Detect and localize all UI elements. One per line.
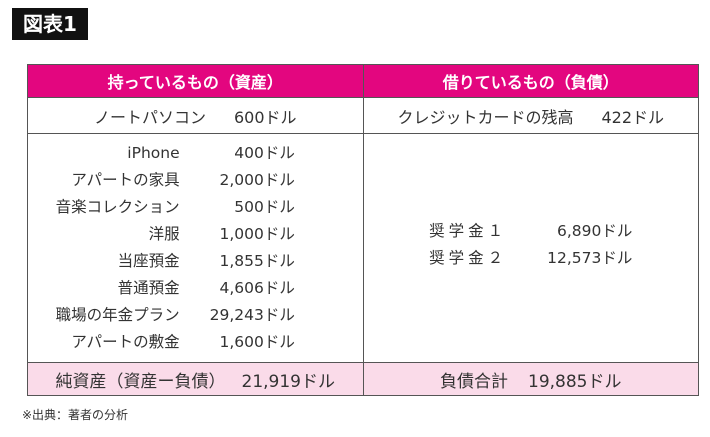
liability-value: 6,890ドル bbox=[557, 222, 633, 240]
asset-value: 4,606ドル bbox=[219, 279, 295, 297]
net-worth-cell: 純資産（資産ー負債） 21,919ドル bbox=[27, 362, 364, 396]
liability-value: 12,573ドル bbox=[547, 249, 633, 267]
asset-label: 当座預金 bbox=[117, 252, 180, 270]
asset-value: 1,000ドル bbox=[219, 225, 295, 243]
table-row: iPhone 400ドル アパートの家具 2,000ドル 音楽コレクション 500ドル… bbox=[27, 133, 699, 363]
asset-value: 1,600ドル bbox=[219, 333, 295, 351]
liability-total-cell: 負債合計 19,885ドル bbox=[362, 362, 699, 396]
asset-value: 2,000ドル bbox=[219, 171, 295, 189]
credit-card-cell: クレジットカードの残高 422ドル bbox=[362, 97, 699, 134]
table-row: ノートパソコン 600ドル クレジットカードの残高 422ドル bbox=[27, 97, 699, 134]
liability-label: 奨学金１ bbox=[429, 222, 508, 240]
asset-value: 29,243ドル bbox=[209, 306, 295, 324]
asset-label: 洋服 bbox=[148, 225, 180, 243]
asset-list-cell: iPhone 400ドル アパートの家具 2,000ドル 音楽コレクション 500ドル… bbox=[27, 133, 364, 363]
balance-table: 持っているもの（資産） 借りているもの（負債） ノートパソコン 600ドル クレジ… bbox=[27, 64, 699, 396]
liability-list-cell: 奨学金１ 6,890ドル 奨学金２ 12,573ドル bbox=[362, 133, 699, 363]
laptop-cell: ノートパソコン 600ドル bbox=[27, 97, 364, 134]
asset-label: アパートの敷金 bbox=[71, 333, 180, 351]
asset-value: 400ドル bbox=[234, 144, 295, 162]
asset-label: iPhone bbox=[127, 144, 180, 162]
liabilities-header: 借りているもの（負債） bbox=[362, 64, 699, 98]
asset-label: 普通預金 bbox=[117, 279, 180, 297]
asset-label: 音楽コレクション bbox=[55, 198, 180, 216]
figure-label: 図表1 bbox=[12, 8, 88, 40]
footer-row: 純資産（資産ー負債） 21,919ドル 負債合計 19,885ドル bbox=[27, 362, 699, 396]
source-note: ※出典：著者の分析 bbox=[22, 408, 129, 422]
liability-label: 奨学金２ bbox=[429, 249, 508, 267]
assets-header: 持っているもの（資産） bbox=[27, 64, 364, 98]
header-row: 持っているもの（資産） 借りているもの（負債） bbox=[27, 64, 699, 98]
asset-label: 職場の年金プラン bbox=[55, 306, 180, 324]
asset-value: 500ドル bbox=[234, 198, 295, 216]
asset-label: アパートの家具 bbox=[71, 171, 180, 189]
asset-value: 1,855ドル bbox=[219, 252, 295, 270]
